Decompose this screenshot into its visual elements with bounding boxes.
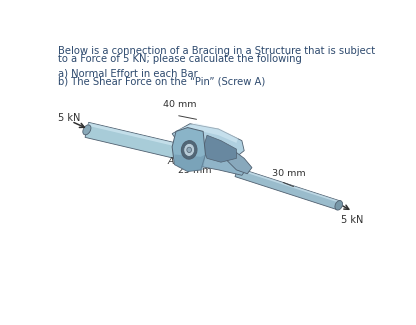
Ellipse shape <box>335 201 342 210</box>
Text: a) Normal Effort in each Bar: a) Normal Effort in each Bar <box>58 68 198 78</box>
Polygon shape <box>174 151 247 175</box>
Text: 25 mm: 25 mm <box>178 166 211 175</box>
Polygon shape <box>172 127 206 172</box>
Polygon shape <box>88 123 193 150</box>
Polygon shape <box>85 123 193 162</box>
Text: 40 mm: 40 mm <box>163 100 197 109</box>
Text: 5 kN: 5 kN <box>341 215 363 225</box>
Polygon shape <box>178 123 238 143</box>
Polygon shape <box>203 135 236 162</box>
Polygon shape <box>174 154 206 172</box>
Ellipse shape <box>83 125 91 135</box>
Polygon shape <box>172 124 244 157</box>
Ellipse shape <box>184 143 195 156</box>
Text: 5 kN: 5 kN <box>58 113 81 123</box>
Polygon shape <box>237 168 340 203</box>
Text: b) The Shear Force on the “Pin” (Screw A): b) The Shear Force on the “Pin” (Screw A… <box>58 77 265 87</box>
Text: 30 mm: 30 mm <box>272 169 305 177</box>
Text: A: A <box>167 157 173 166</box>
Polygon shape <box>223 147 252 174</box>
Text: to a Force of 5 KN; please calculate the following: to a Force of 5 KN; please calculate the… <box>58 54 302 64</box>
Polygon shape <box>235 168 340 210</box>
Text: Below is a connection of a Bracing in a Structure that is subject: Below is a connection of a Bracing in a … <box>58 46 375 56</box>
Ellipse shape <box>187 147 191 152</box>
Ellipse shape <box>181 141 197 159</box>
